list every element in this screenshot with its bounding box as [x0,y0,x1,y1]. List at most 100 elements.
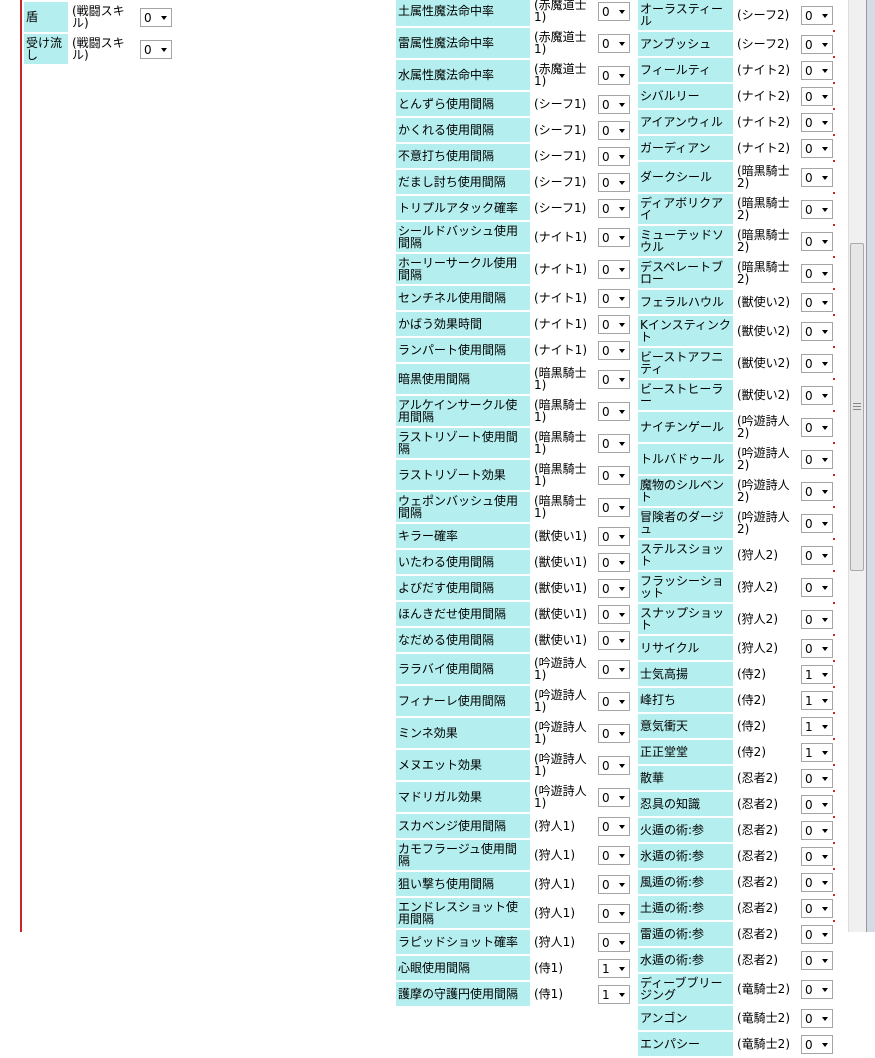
level-select[interactable]: 0 [598,691,630,711]
level-select[interactable]: 0 [598,227,630,247]
job-label: (忍者2) [735,844,797,868]
level-select[interactable]: 0 [598,497,630,517]
level-select[interactable]: 0 [801,846,833,866]
skill-name: アンゴン [638,1006,733,1030]
level-select[interactable]: 0 [598,314,630,334]
level-select[interactable]: 0 [801,321,833,341]
level-select[interactable]: 0 [801,449,833,469]
select-cell: 0 [799,792,837,816]
level-select[interactable]: 0 [801,34,833,54]
level-select[interactable]: 0 [598,659,630,679]
level-select[interactable]: 0 [140,39,172,59]
page: {"left":{"rows":[ {"name":"盾","job":"(戦闘… [20,0,875,1056]
level-select[interactable]: 0 [801,513,833,533]
job-label: (狩人1) [532,930,594,954]
level-select[interactable]: 0 [598,578,630,598]
select-value: 0 [805,771,813,786]
select-cell: 0 [799,604,837,634]
level-select[interactable]: 0 [598,433,630,453]
level-select[interactable]: 1 [801,742,833,762]
select-value: 0 [805,982,813,997]
select-cell: 0 [799,766,837,790]
level-select[interactable]: 0 [598,120,630,140]
level-select[interactable]: 0 [801,5,833,25]
select-cell: 0 [799,290,837,314]
select-cell: 0 [799,226,837,256]
level-select[interactable]: 0 [598,874,630,894]
level-select[interactable]: 0 [598,198,630,218]
scroll-thumb[interactable] [850,243,864,571]
level-select[interactable]: 0 [598,288,630,308]
level-select[interactable]: 0 [598,65,630,85]
select-value: 0 [602,819,610,834]
level-select[interactable]: 0 [801,898,833,918]
level-select[interactable]: 0 [598,401,630,421]
level-select[interactable]: 0 [801,609,833,629]
level-select[interactable]: 0 [801,199,833,219]
level-select[interactable]: 1 [598,984,630,1004]
level-select[interactable]: 1 [801,690,833,710]
level-select[interactable]: 0 [598,630,630,650]
level-select[interactable]: 1 [801,716,833,736]
level-select[interactable]: 0 [801,417,833,437]
level-select[interactable]: 0 [598,465,630,485]
level-select[interactable]: 0 [598,552,630,572]
level-select[interactable]: 0 [598,340,630,360]
level-select[interactable]: 0 [140,7,172,27]
level-select[interactable]: 0 [801,638,833,658]
level-select[interactable]: 0 [598,1,630,21]
level-select[interactable]: 0 [801,1008,833,1028]
level-select[interactable]: 0 [598,259,630,279]
level-select[interactable]: 0 [598,816,630,836]
skill-row: ホーリーサークル使用間隔 (ナイト1) 0 [396,254,634,284]
level-select[interactable]: 0 [598,146,630,166]
level-select[interactable]: 0 [598,526,630,546]
skill-row: フィナーレ使用間隔 (吟遊詩人1) 0 [396,686,634,716]
job-label: (獣使い1) [532,602,594,626]
level-select[interactable]: 0 [598,604,630,624]
level-select[interactable]: 0 [801,263,833,283]
level-select[interactable]: 0 [801,577,833,597]
level-select[interactable]: 0 [801,138,833,158]
level-select[interactable]: 0 [801,292,833,312]
level-select[interactable]: 1 [598,958,630,978]
select-cell: 1 [596,982,634,1006]
level-select[interactable]: 0 [801,950,833,970]
level-select[interactable]: 0 [801,481,833,501]
level-select[interactable]: 0 [598,723,630,743]
skill-row: ナイチンゲール (吟遊詩人2) 0 [638,412,837,442]
skill-name: 水遁の術:参 [638,948,733,972]
level-select[interactable]: 0 [801,353,833,373]
level-select[interactable]: 0 [801,794,833,814]
level-select[interactable]: 0 [801,979,833,999]
level-select[interactable]: 1 [801,664,833,684]
level-select[interactable]: 0 [598,932,630,952]
select-cell: 0 [799,1032,837,1056]
level-select[interactable]: 0 [801,820,833,840]
level-select[interactable]: 0 [801,231,833,251]
level-select[interactable]: 0 [801,86,833,106]
level-select[interactable]: 0 [801,385,833,405]
level-select[interactable]: 0 [598,369,630,389]
level-select[interactable]: 0 [801,60,833,80]
level-select[interactable]: 0 [801,112,833,132]
level-select[interactable]: 0 [598,33,630,53]
level-select[interactable]: 0 [801,545,833,565]
select-value: 0 [602,230,610,245]
level-select[interactable]: 0 [598,787,630,807]
job-label: (赤魔道士1) [532,28,594,58]
level-select[interactable]: 0 [598,845,630,865]
level-select[interactable]: 0 [598,903,630,923]
select-value: 0 [805,901,813,916]
skill-row: エンパシー (竜騎士2) 0 [638,1032,837,1056]
select-value: 0 [602,36,610,51]
level-select[interactable]: 0 [598,172,630,192]
select-value: 0 [602,291,610,306]
level-select[interactable]: 0 [801,924,833,944]
level-select[interactable]: 0 [801,768,833,788]
level-select[interactable]: 0 [801,1034,833,1054]
level-select[interactable]: 0 [801,167,833,187]
level-select[interactable]: 0 [598,755,630,775]
level-select[interactable]: 0 [801,872,833,892]
level-select[interactable]: 0 [598,94,630,114]
